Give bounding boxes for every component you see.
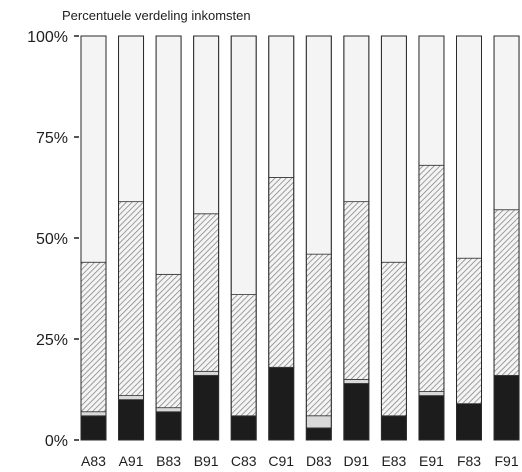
bar-segment [418,35,445,166]
x-tick-label: A91 [119,453,144,469]
bar-segment [493,35,520,211]
bar-outline [80,35,107,441]
x-tick-label: B83 [156,453,181,469]
x-tick-label: F91 [494,453,518,469]
bar-stack-e83 [380,35,407,441]
bar-segment [230,415,257,441]
chart-title: Percentuele verdeling inkomsten [62,8,251,23]
x-tick-label: D91 [344,453,370,469]
bar-segment [80,35,107,263]
bar-segment [305,35,332,255]
x-tick-label: C91 [268,453,294,469]
bar-segment [456,403,482,441]
bar-segment [380,35,407,263]
bar-stack-b83 [155,35,182,441]
x-tick-label: B91 [194,453,219,469]
bar-segment [456,35,482,259]
bar-stack-e91 [418,35,445,441]
bar-segment [343,378,370,384]
bar-outline [380,35,407,441]
bar-segment [268,366,295,441]
bar-segment [193,35,220,215]
bar-outline [456,35,482,441]
x-tick-label: C83 [231,453,257,469]
bar-outline [155,35,182,441]
bar-outline [118,35,145,441]
bar-segment [456,257,482,405]
y-tick-label: 100% [27,29,68,46]
bar-segment [305,415,332,429]
bar-segment [230,294,257,417]
bar-segment [493,209,520,376]
x-tick-label: E91 [419,453,444,469]
bar-stack-a91 [118,35,145,441]
x-tick-label: F83 [457,453,481,469]
bar-stack-d83 [305,35,332,441]
bar-segment [80,261,107,413]
bar-segment [268,35,295,178]
bar-segment [155,411,182,441]
bar-segment [118,395,144,400]
bar-segment [118,35,144,203]
bar-outline [418,35,445,441]
bar-segment [230,35,257,295]
y-tick-label: 75% [36,130,68,147]
bars [80,35,520,441]
x-tick-label: D83 [306,453,332,469]
bar-segment [80,411,107,417]
bar-outline [305,35,332,441]
bar-stack-f83 [456,35,482,441]
bar-stack-f91 [493,35,520,441]
bar-segment [418,391,445,396]
bar-segment [193,374,220,441]
y-axis: 0% 25% 50% 75% 100% [27,29,79,450]
bar-outline [193,35,220,441]
bar-segment [380,261,407,417]
bar-segment [118,201,144,396]
bar-outline [343,35,370,441]
bar-segment [343,201,370,380]
bar-segment [155,273,182,409]
y-tick-label: 0% [45,433,68,450]
bar-segment [305,427,332,441]
bar-segment [118,399,144,441]
bar-segment [380,415,407,441]
bar-segment [343,383,370,441]
bar-segment [305,253,332,417]
bar-segment [193,370,220,376]
x-tick-label: E83 [381,453,406,469]
bar-segment [418,395,445,441]
bar-outline [493,35,520,441]
bar-segment [418,164,445,392]
bar-segment [80,415,107,441]
bar-segment [193,213,220,372]
y-tick-label: 50% [36,231,68,248]
bar-segment [155,35,182,275]
bar-segment [155,407,182,413]
bar-stack-c91 [268,35,295,441]
bar-stack-b91 [193,35,220,441]
x-axis-labels: A83 A91 B83 B91 C83 C91 D83 D91 E83 E91 F83 F91 [81,453,519,469]
bar-segment [493,374,520,441]
bar-stack-d91 [343,35,370,441]
bar-outline [230,35,257,441]
y-tick-label: 25% [36,332,68,349]
bar-segment [268,176,295,368]
bar-stack-a83 [80,35,107,441]
bar-outline [268,35,295,441]
bar-segment [343,35,370,203]
x-tick-label: A83 [81,453,106,469]
bar-stack-c83 [230,35,257,441]
